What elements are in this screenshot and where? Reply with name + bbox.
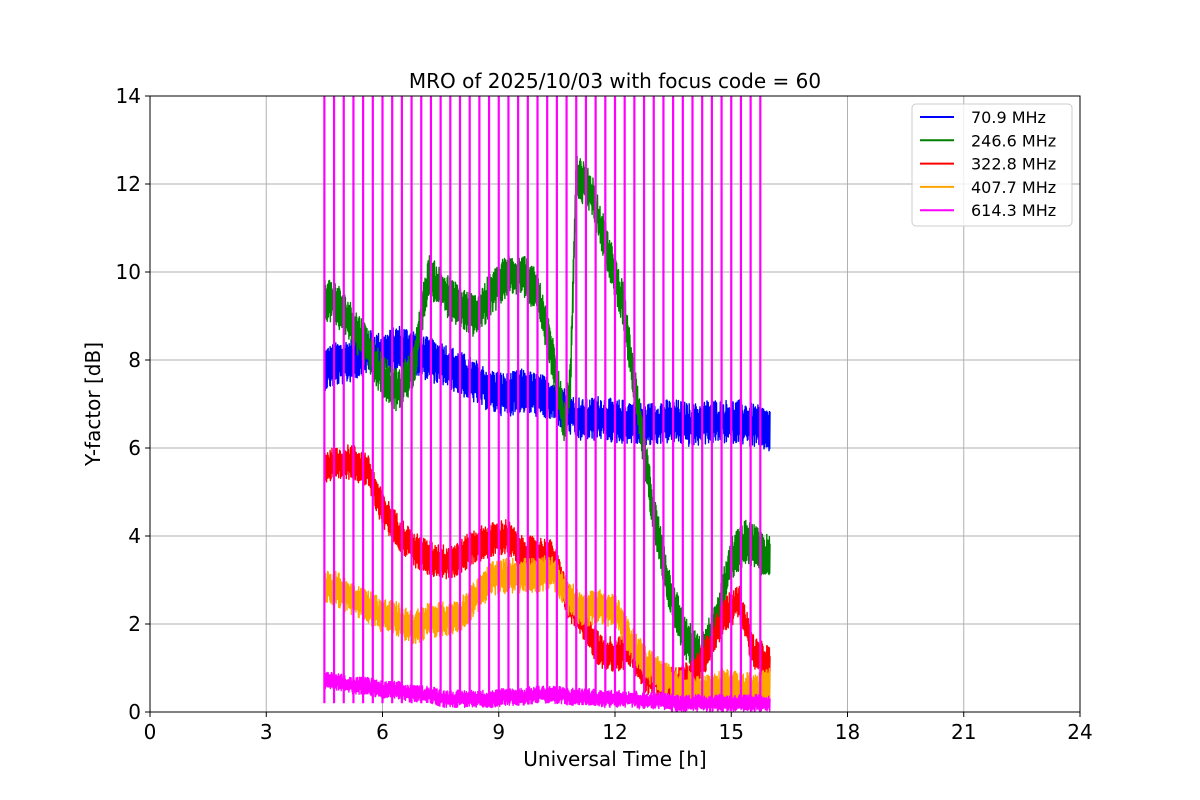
y-tick-label: 0 — [128, 700, 141, 724]
x-axis: 0 3 6 9 12 15 18 21 24 — [144, 712, 1093, 744]
x-tick-label: 21 — [951, 720, 976, 744]
legend: 70.9 MHz 246.6 MHz 322.8 MHz 407.7 MHz 614.3… — [911, 103, 1073, 227]
y-tick-label: 8 — [128, 348, 141, 372]
legend-box — [911, 103, 1073, 227]
series-layer — [323, 96, 771, 712]
x-tick-label: 24 — [1067, 720, 1092, 744]
y-tick-label: 4 — [128, 524, 141, 548]
legend-item: 70.9 MHz — [920, 108, 1046, 127]
x-tick-label: 12 — [602, 720, 627, 744]
x-tick-label: 15 — [719, 720, 744, 744]
legend-item: 407.7 MHz — [920, 178, 1056, 197]
legend-label: 322.8 MHz — [971, 155, 1056, 174]
x-axis-label: Universal Time [h] — [523, 747, 706, 771]
y-axis: 0 2 4 6 8 10 12 14 — [116, 84, 150, 724]
legend-item: 322.8 MHz — [920, 155, 1056, 174]
chart-title: MRO of 2025/10/03 with focus code = 60 — [409, 69, 821, 93]
x-tick-label: 9 — [492, 720, 505, 744]
legend-label: 246.6 MHz — [971, 131, 1056, 150]
y-tick-label: 2 — [128, 612, 141, 636]
series-4 — [323, 96, 771, 712]
y-tick-label: 12 — [116, 172, 141, 196]
legend-item: 614.3 MHz — [920, 201, 1056, 220]
x-tick-label: 0 — [144, 720, 157, 744]
y-tick-label: 14 — [116, 84, 141, 108]
legend-label: 407.7 MHz — [971, 178, 1056, 197]
plot-area — [323, 96, 771, 712]
y-tick-label: 10 — [116, 260, 141, 284]
legend-label: 614.3 MHz — [971, 201, 1056, 220]
y-axis-label: Y-factor [dB] — [81, 342, 105, 467]
x-tick-label: 3 — [260, 720, 273, 744]
x-tick-label: 18 — [835, 720, 860, 744]
x-tick-label: 6 — [376, 720, 389, 744]
y-tick-label: 6 — [128, 436, 141, 460]
legend-item: 246.6 MHz — [920, 131, 1056, 150]
legend-label: 70.9 MHz — [971, 108, 1046, 127]
